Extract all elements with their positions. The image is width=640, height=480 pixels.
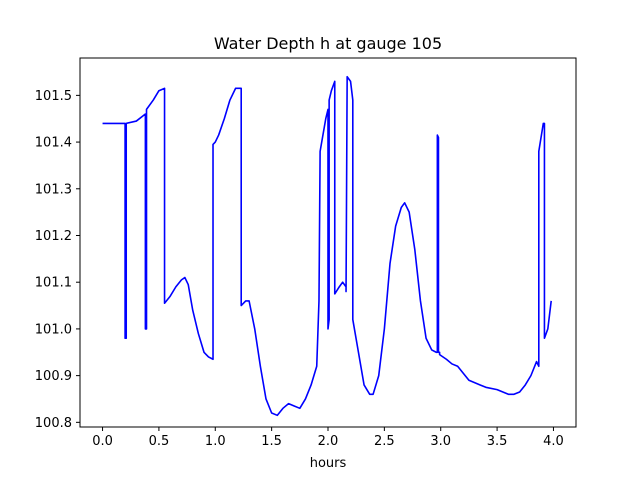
x-tick-label: 0.0 <box>92 434 113 449</box>
y-axis-ticks: 100.8 100.9 101.0 101.1 101.2 101.3 101.4 101.5 <box>35 89 80 431</box>
x-tick-label: 1.0 <box>205 434 226 449</box>
series-line <box>102 75 552 417</box>
y-tick-label: 101.5 <box>35 89 72 104</box>
plot-area <box>102 75 552 417</box>
plot-frame <box>79 57 577 428</box>
x-tick-label: 2.5 <box>374 434 395 449</box>
x-axis-ticks: 0.0 0.5 1.0 1.5 2.0 2.5 3.0 3.5 4.0 <box>92 427 564 449</box>
y-tick-label: 100.9 <box>35 369 72 384</box>
x-tick-label: 3.0 <box>430 434 451 449</box>
x-tick-label: 3.5 <box>487 434 508 449</box>
chart-title: Water Depth h at gauge 105 <box>214 34 442 53</box>
y-tick-label: 101.4 <box>35 136 72 151</box>
y-tick-label: 101.1 <box>35 276 72 291</box>
x-axis-label: hours <box>310 456 347 471</box>
x-tick-label: 0.5 <box>149 434 170 449</box>
x-tick-label: 1.5 <box>261 434 282 449</box>
y-tick-label: 101.0 <box>35 322 72 337</box>
x-tick-label: 2.0 <box>318 434 339 449</box>
y-tick-label: 100.8 <box>35 416 72 431</box>
x-tick-label: 4.0 <box>543 434 564 449</box>
y-tick-label: 101.3 <box>35 182 72 197</box>
y-tick-label: 101.2 <box>35 229 72 244</box>
